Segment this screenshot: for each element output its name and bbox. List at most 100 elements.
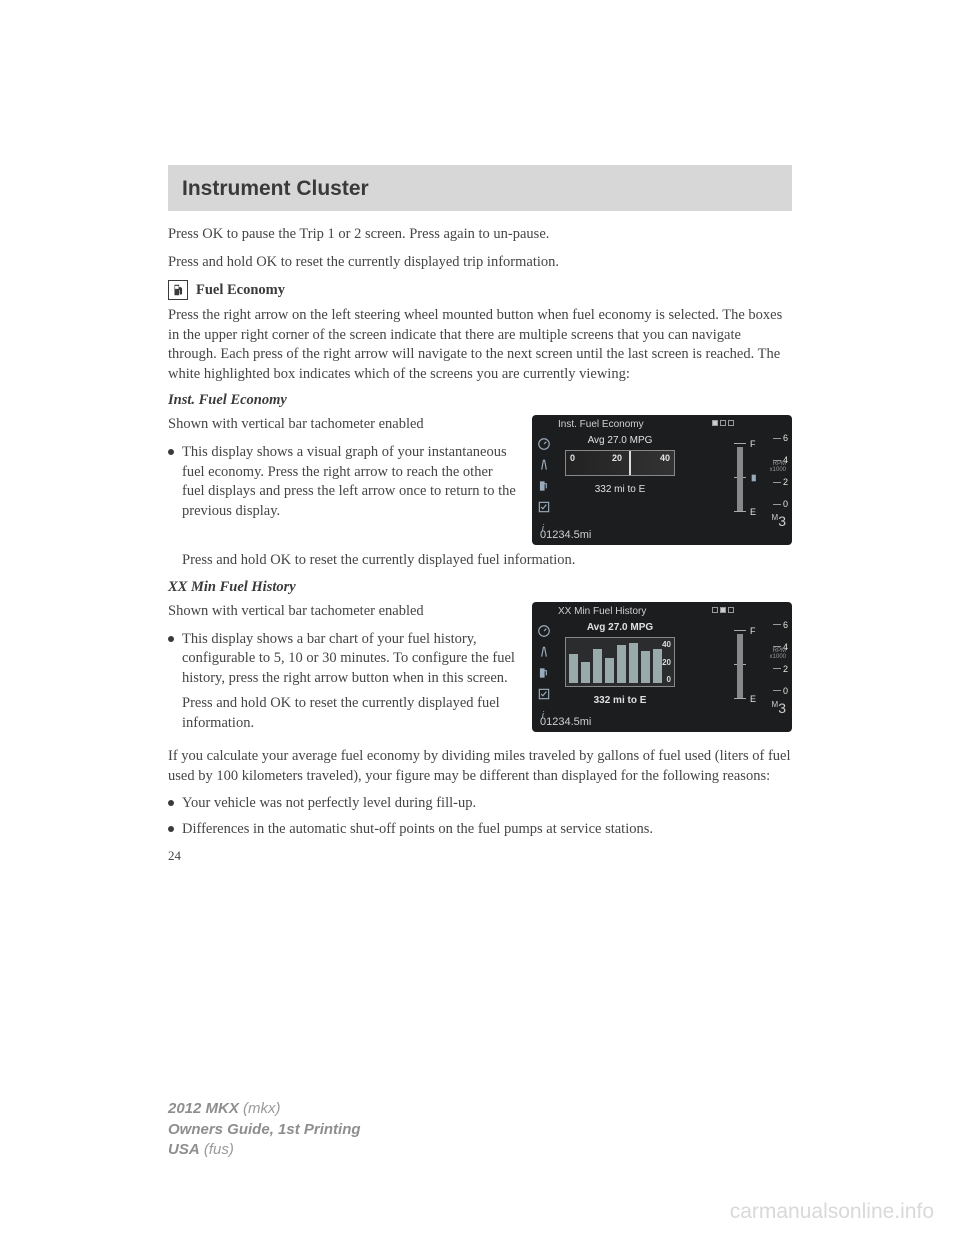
tachometer: 6 4 RPMx1000 2 0 M3 bbox=[758, 433, 788, 529]
tach-6: 6 bbox=[783, 433, 788, 443]
ylab-20: 20 bbox=[662, 658, 671, 667]
bar bbox=[617, 645, 626, 683]
fuel-pump-icon bbox=[168, 280, 188, 300]
rpm-x1000: x1000 bbox=[770, 654, 786, 660]
page-indicator bbox=[712, 607, 734, 613]
gauge-icon bbox=[537, 624, 551, 638]
inst-fuel-screen: Inst. Fuel Economy i Avg 27.0 MPG 0 20 4… bbox=[532, 415, 792, 545]
miles-to-e: 332 mi to E bbox=[560, 695, 680, 706]
fuel-gauge-scale: 0 20 40 bbox=[565, 450, 675, 476]
road-icon bbox=[537, 645, 551, 659]
bar bbox=[581, 662, 590, 683]
page-dot bbox=[728, 607, 734, 613]
bar bbox=[569, 654, 578, 683]
fuel-icon bbox=[537, 666, 551, 680]
xxmin-bullet-text: This display shows a bar chart of your f… bbox=[182, 630, 518, 689]
ylab-40: 40 bbox=[662, 640, 671, 649]
scale-20: 20 bbox=[612, 453, 622, 463]
rpm-x1000: x1000 bbox=[770, 467, 786, 473]
bullet-dot-icon bbox=[168, 800, 174, 806]
avg-note-b2: Differences in the automatic shut-off po… bbox=[168, 820, 792, 840]
menu-icons: i bbox=[537, 624, 551, 722]
page-dot bbox=[712, 607, 718, 613]
fuel-e-label: E bbox=[750, 507, 756, 517]
section-title: Instrument Cluster bbox=[182, 177, 778, 201]
tach-0: 0 bbox=[783, 686, 788, 696]
screen-center: Avg 27.0 MPG 0 20 40 332 mi to E bbox=[560, 435, 680, 495]
footer-model: 2012 MKX bbox=[168, 1100, 239, 1117]
intro-p1: Press OK to pause the Trip 1 or 2 screen… bbox=[168, 225, 792, 245]
footer-region: USA bbox=[168, 1141, 200, 1158]
xxmin-bullet: This display shows a bar chart of your f… bbox=[168, 630, 518, 689]
fuel-icon bbox=[537, 479, 551, 493]
tach-6: 6 bbox=[783, 620, 788, 630]
page-dot-active bbox=[720, 607, 726, 613]
ylab-0: 0 bbox=[667, 675, 671, 684]
footer: 2012 MKX (mkx) Owners Guide, 1st Printin… bbox=[168, 1099, 361, 1160]
scale-0: 0 bbox=[570, 453, 575, 463]
fuel-level-gauge: F E bbox=[734, 435, 752, 521]
fuel-level-gauge: F E bbox=[734, 622, 752, 708]
fuel-economy-heading: Fuel Economy bbox=[196, 282, 285, 299]
fuel-history-bars: 40 20 0 bbox=[565, 637, 675, 687]
bullet-dot-icon bbox=[168, 449, 174, 455]
inst-fuel-bullet-b: Press and hold OK to reset the currently… bbox=[182, 551, 792, 571]
menu-icons: i bbox=[537, 437, 551, 535]
bullet-dot-icon bbox=[168, 636, 174, 642]
page-dot bbox=[728, 420, 734, 426]
fuel-e-label: E bbox=[750, 694, 756, 704]
needle-icon bbox=[629, 451, 631, 475]
avg-label: Avg 27.0 MPG bbox=[560, 622, 680, 633]
avg-note-b2-text: Differences in the automatic shut-off po… bbox=[182, 820, 792, 840]
bar bbox=[641, 651, 650, 683]
miles-to-e: 332 mi to E bbox=[560, 484, 680, 495]
inst-fuel-heading: Inst. Fuel Economy bbox=[168, 392, 792, 409]
screen-center: Avg 27.0 MPG 40 20 0 332 mi to E bbox=[560, 622, 680, 706]
gear-num: 3 bbox=[778, 700, 786, 716]
avg-label: Avg 27.0 MPG bbox=[560, 435, 680, 446]
xxmin-p1: Shown with vertical bar tachometer enabl… bbox=[168, 602, 518, 622]
bar bbox=[629, 643, 638, 683]
screen-title: Inst. Fuel Economy bbox=[558, 419, 644, 430]
odometer: 01234.5mi bbox=[540, 529, 591, 541]
footer-guide: Owners Guide, 1st Printing bbox=[168, 1120, 361, 1140]
bar bbox=[605, 658, 614, 683]
page-content: Instrument Cluster Press OK to pause the… bbox=[0, 0, 960, 864]
intro-p2: Press and hold OK to reset the currently… bbox=[168, 253, 792, 273]
page-indicator bbox=[712, 420, 734, 426]
xxmin-bullet-b: Press and hold OK to reset the currently… bbox=[182, 694, 518, 733]
tachometer: 6 4 RPMx1000 2 0 M3 bbox=[758, 620, 788, 716]
screen-title: XX Min Fuel History bbox=[558, 606, 646, 617]
inst-fuel-p1: Shown with vertical bar tachometer enabl… bbox=[168, 415, 518, 435]
section-header: Instrument Cluster bbox=[168, 165, 792, 211]
gauge-icon bbox=[537, 437, 551, 451]
avg-note-p1: If you calculate your average fuel econo… bbox=[168, 747, 792, 786]
inst-fuel-split: Shown with vertical bar tachometer enabl… bbox=[168, 415, 792, 545]
footer-region-code: (fus) bbox=[204, 1141, 234, 1158]
fuel-economy-p1: Press the right arrow on the left steeri… bbox=[168, 306, 792, 384]
tach-2: 2 bbox=[783, 477, 788, 487]
check-icon bbox=[537, 687, 551, 701]
page-number: 24 bbox=[168, 848, 792, 864]
xxmin-heading: XX Min Fuel History bbox=[168, 579, 792, 596]
inst-fuel-bullet-text: This display shows a visual graph of you… bbox=[182, 443, 518, 521]
watermark: carmanualsonline.info bbox=[730, 1200, 934, 1224]
tach-0: 0 bbox=[783, 499, 788, 509]
bullet-dot-icon bbox=[168, 826, 174, 832]
fuel-economy-heading-row: Fuel Economy bbox=[168, 280, 792, 300]
xxmin-screen: XX Min Fuel History i Avg 27.0 MPG 40 20… bbox=[532, 602, 792, 732]
page-dot-active bbox=[712, 420, 718, 426]
bar bbox=[653, 649, 662, 683]
page-dot bbox=[720, 420, 726, 426]
odometer: 01234.5mi bbox=[540, 716, 591, 728]
bar bbox=[593, 649, 602, 683]
fuel-f-label: F bbox=[750, 626, 756, 636]
xxmin-split: Shown with vertical bar tachometer enabl… bbox=[168, 602, 792, 741]
fuel-f-label: F bbox=[750, 439, 756, 449]
gear-num: 3 bbox=[778, 513, 786, 529]
avg-note-b1: Your vehicle was not perfectly level dur… bbox=[168, 794, 792, 814]
scale-40: 40 bbox=[660, 453, 670, 463]
footer-model-code: (mkx) bbox=[243, 1100, 281, 1117]
tach-2: 2 bbox=[783, 664, 788, 674]
inst-fuel-bullet: This display shows a visual graph of you… bbox=[168, 443, 518, 521]
